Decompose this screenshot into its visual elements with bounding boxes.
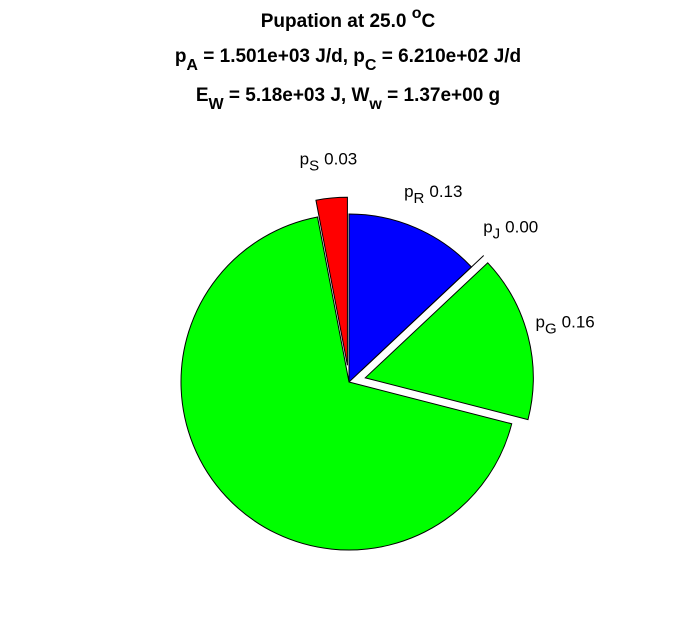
- slice-label: pR 0.13: [404, 182, 462, 207]
- pie-slice: [364, 262, 534, 421]
- label-value: 0.13: [429, 182, 462, 201]
- label-value: 0.16: [562, 313, 595, 332]
- subscript: C: [365, 57, 377, 74]
- subscript: w: [368, 96, 382, 113]
- title-text: = 1.37e+00 g: [382, 85, 500, 106]
- title-line: pA = 1.501e+03 J/d, pC = 6.210e+02 J/d: [175, 46, 521, 74]
- label-symbol: p: [404, 182, 413, 201]
- label-value: 0.03: [324, 150, 357, 169]
- subscript: W: [209, 96, 225, 113]
- slice-label: pJ 0.00: [483, 217, 538, 242]
- label-subscript: R: [414, 190, 425, 207]
- title-line: EW = 5.18e+03 J, Ww = 1.37e+00 g: [196, 85, 500, 113]
- pie-slice: [360, 255, 485, 371]
- superscript: o: [412, 5, 422, 22]
- label-symbol: p: [536, 313, 545, 332]
- title-line: Pupation at 25.0 oC: [261, 5, 436, 32]
- slice-label: pS 0.03: [300, 150, 358, 175]
- pie-slice: [315, 196, 348, 366]
- slice-label: pG 0.16: [536, 313, 595, 338]
- title-text: C: [422, 11, 436, 32]
- label-subscript: S: [309, 158, 319, 175]
- title-text: = 1.501e+03 J/d, p: [198, 46, 365, 67]
- label-symbol: p: [483, 217, 492, 236]
- subscript: A: [186, 57, 198, 74]
- title-text: Pupation at 25.0: [261, 11, 412, 32]
- title-text: = 5.18e+03 J, W: [224, 85, 370, 106]
- label-subscript: G: [545, 321, 557, 338]
- label-value: 0.00: [505, 217, 538, 236]
- title-text: p: [175, 46, 187, 67]
- title-text: = 6.210e+02 J/d: [376, 46, 521, 67]
- pie-slice: [180, 216, 513, 551]
- pie-slice: [348, 213, 473, 384]
- label-subscript: J: [493, 225, 501, 242]
- title-text: E: [196, 85, 209, 106]
- pie: [180, 196, 534, 551]
- label-symbol: p: [300, 150, 309, 169]
